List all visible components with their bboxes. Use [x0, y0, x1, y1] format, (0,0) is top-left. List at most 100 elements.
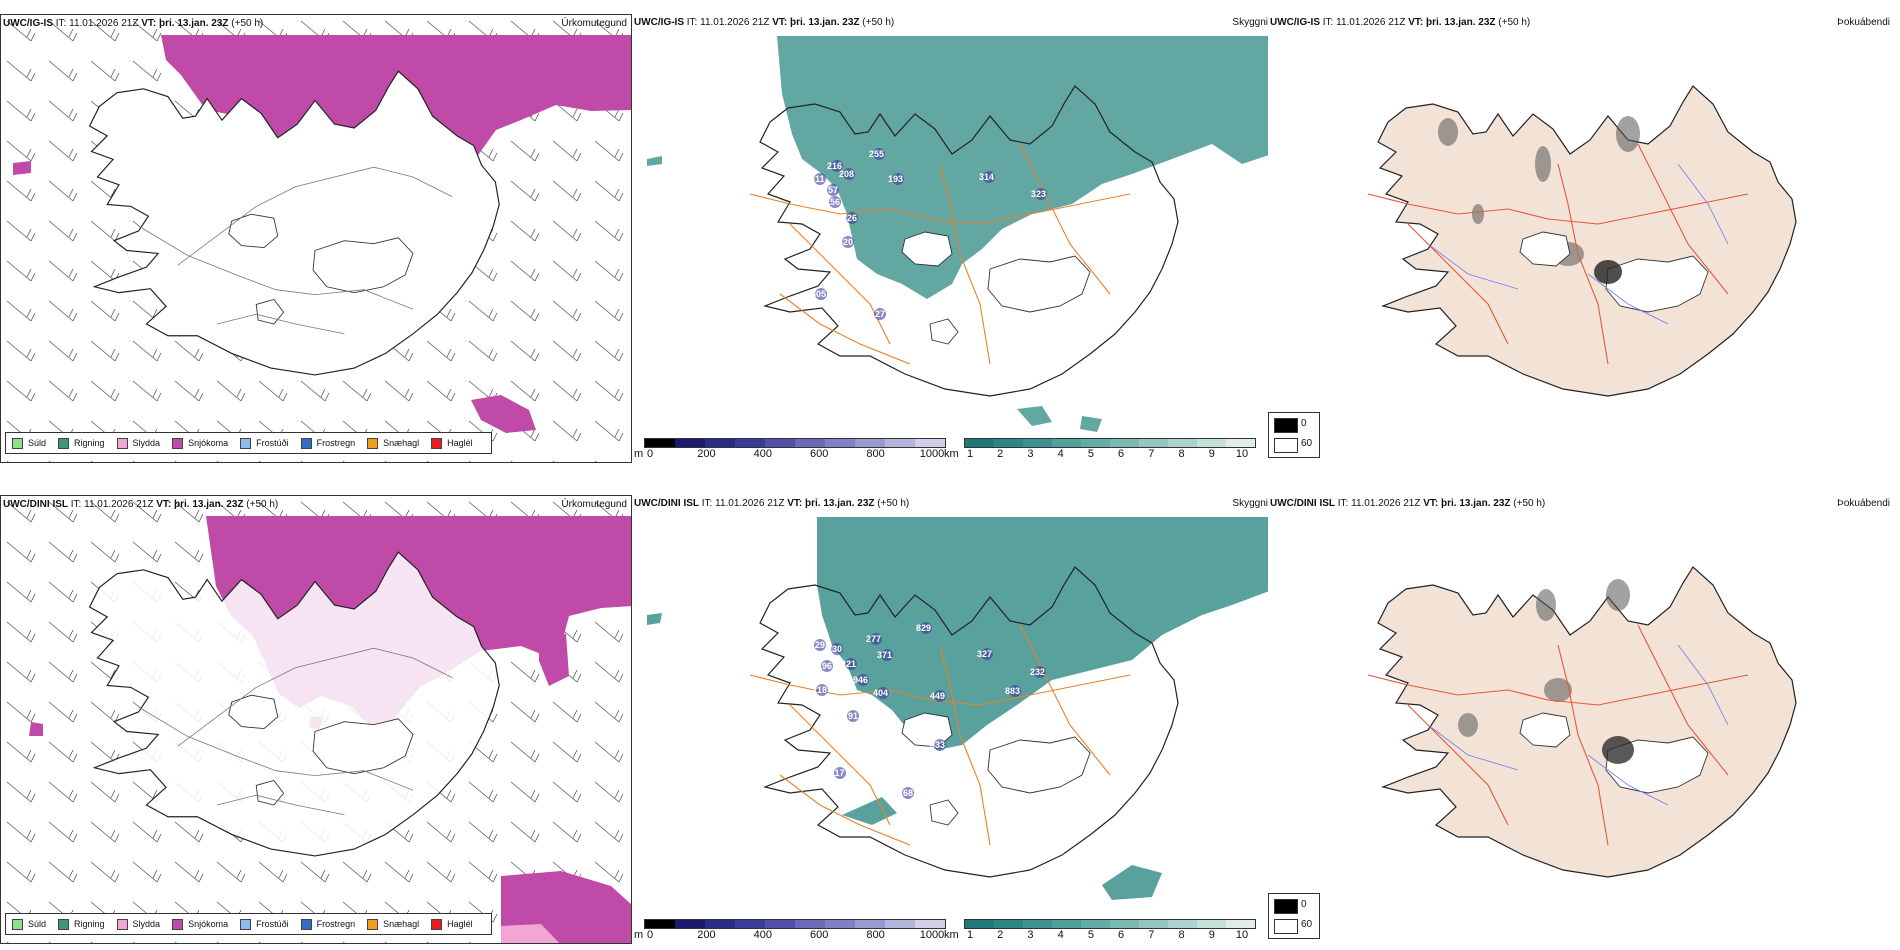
valid-time: þri. 13.jan. 23Z — [790, 17, 860, 28]
scale-tick: 200 — [697, 929, 716, 941]
scale-tick: 5 — [1087, 929, 1094, 941]
legend-swatch — [300, 437, 312, 449]
run-time: 11.01.2026 21Z — [69, 18, 139, 29]
legend-label: Frostregn — [316, 919, 356, 929]
summit-marker — [815, 288, 827, 300]
legend-swatch — [116, 437, 128, 449]
summit-label: 168 — [898, 788, 913, 798]
legend-label: Haglél — [447, 919, 473, 929]
panel-title: Skyggni — [1232, 498, 1268, 509]
summit-marker — [847, 710, 859, 722]
visibility-unit: km — [944, 448, 959, 460]
legend-swatch — [367, 437, 379, 449]
fog-max: 0 — [1301, 418, 1307, 429]
run-time: 11.01.2026 21Z — [84, 499, 154, 510]
cloud-map: 729 230 277 829 196 221 371 327 218 946 404 449 232 8… — [647, 517, 1268, 900]
summit-marker — [874, 308, 886, 320]
legend-swatch — [172, 918, 184, 930]
scale-tick: 7 — [1148, 448, 1155, 460]
legend-label: Haglél — [447, 438, 473, 448]
legend-swatch — [58, 918, 70, 930]
summit-label: 729 — [810, 640, 825, 650]
model-name: UWC/IG-IS — [1270, 17, 1320, 28]
scale-tick: 10 — [1235, 448, 1249, 460]
summit-label: 449 — [930, 691, 945, 701]
run-label: IT: — [1337, 498, 1349, 509]
lead-time: (+50 h) — [862, 17, 895, 28]
summit-marker — [821, 660, 833, 672]
model-name: UWC/DINI ISL — [1270, 498, 1335, 509]
summit-label: 226 — [842, 213, 857, 223]
fog-legend: 0 60 — [1268, 893, 1320, 939]
summit-label: 946 — [853, 675, 868, 685]
visibility-scale: km 1 2 3 4 5 6 7 8 9 10 — [944, 436, 1256, 463]
panel-header: UWC/DINI ISL IT: 11.01.2026 21Z VT: þri.… — [3, 499, 278, 510]
legend-item-slydda: Slydda — [116, 437, 161, 449]
summit-label: 314 — [979, 172, 994, 182]
scale-tick: 6 — [1118, 448, 1125, 460]
scale-tick: 800 — [866, 448, 885, 460]
summit-marker — [877, 687, 889, 699]
run-label: IT: — [701, 498, 713, 509]
legend-item-frostúði: Frostúði — [240, 437, 289, 449]
panel-title: Úrkomutegund — [561, 18, 627, 29]
lead-time: (+50 h) — [1513, 498, 1546, 509]
summit-marker — [845, 658, 857, 670]
scale-tick: 6 — [1118, 929, 1125, 941]
legend-label: Snæhagl — [383, 919, 420, 929]
legend-label: Súld — [28, 919, 47, 929]
panel-title: Þokuábendi — [1837, 17, 1890, 28]
lead-time: (+50 h) — [246, 499, 279, 510]
legend-item-rigning: Rigning — [58, 437, 105, 449]
summit-marker — [842, 236, 854, 248]
scale-tick: 1 — [966, 448, 974, 460]
legend-swatch — [431, 437, 443, 449]
summit-label: 255 — [869, 149, 884, 159]
valid-label: VT: — [787, 498, 803, 509]
legend-item-snjókoma: Snjókoma — [172, 918, 228, 930]
fog-min: 60 — [1301, 438, 1313, 449]
legend-item-snjókoma: Snjókoma — [172, 437, 229, 449]
scale-tick: 4 — [1057, 929, 1064, 941]
summit-marker — [857, 674, 869, 686]
panel-title: Úrkomutegund — [561, 499, 627, 510]
cloud-panel-bottom: UWC/DINI ISL IT: 11.01.2026 21Z VT: þri.… — [632, 495, 1268, 944]
scale-tick: 9 — [1208, 448, 1215, 460]
scale-tick: 800 — [866, 929, 885, 941]
panel-title: Skyggni — [1232, 17, 1268, 28]
summit-label: 196 — [817, 661, 832, 671]
summit-marker — [831, 160, 843, 172]
legend-label: Slydda — [132, 438, 161, 448]
summit-label: 411 — [810, 174, 825, 184]
summit-label: 323 — [1031, 189, 1046, 199]
precip-map — [1, 496, 631, 943]
summit-label: 127 — [870, 309, 885, 319]
summit-marker — [1034, 666, 1046, 678]
legend-label: Snjókoma — [188, 438, 229, 448]
height-colorbar — [644, 919, 946, 929]
precip-panel-bottom: UWC/DINI ISL IT: 11.01.2026 21Z VT: þri.… — [0, 495, 632, 944]
iceland-fog — [1367, 566, 1797, 878]
legend-label: Rigning — [74, 438, 105, 448]
fog-legend: 0 60 — [1268, 412, 1320, 458]
scale-tick: 2 — [997, 448, 1004, 460]
run-time: 11.01.2026 21Z — [1336, 17, 1406, 28]
legend-swatch — [116, 918, 128, 930]
scale-tick: 2 — [997, 929, 1004, 941]
precip-legend: Súld Rigning Slydda Snjókoma Frostúði Frostre… — [5, 432, 492, 454]
summit-label: 829 — [916, 623, 931, 633]
cloud-panel-top: UWC/IG-IS IT: 11.01.2026 21Z VT: þri. 13… — [632, 14, 1268, 463]
lead-time: (+50 h) — [877, 498, 910, 509]
low-cloud-areas — [647, 517, 1268, 900]
height-unit: m — [634, 448, 644, 460]
run-label: IT: — [1322, 17, 1334, 28]
summit-label: 218 — [812, 685, 827, 695]
summit-marker — [892, 173, 904, 185]
summit-label: 221 — [841, 659, 856, 669]
panel-title: Þokuábendi — [1837, 498, 1890, 509]
precip-map — [1, 15, 631, 462]
summit-marker — [902, 787, 914, 799]
height-unit: m — [634, 929, 644, 941]
summit-label: 620 — [838, 237, 853, 247]
model-name: UWC/IG-IS — [634, 17, 684, 28]
